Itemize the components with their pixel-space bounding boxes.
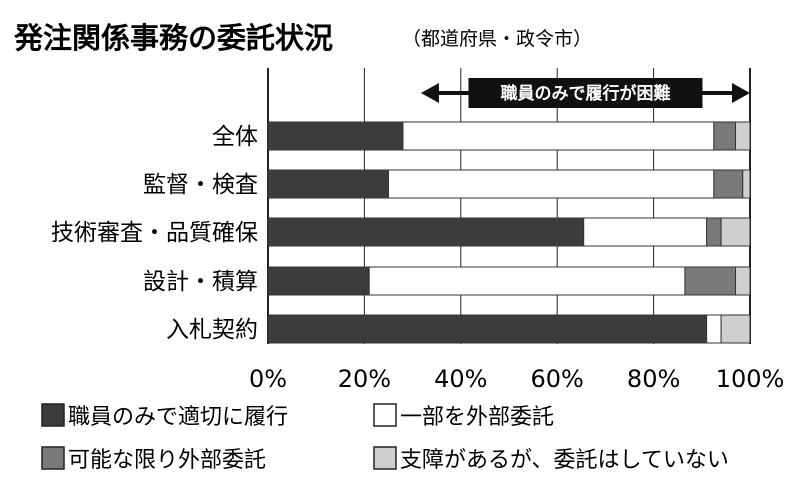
arrow-left-head [420,83,439,103]
x-tick-label: 80% [627,365,680,393]
bar-segment [267,217,585,247]
legend-label: 支障があるが、委託はしていない [400,448,729,473]
x-tick-label: 60% [531,365,584,393]
category-label: 監督・検査 [143,172,258,198]
legend-label: 可能な限り外部委託 [68,448,266,473]
category-label: 技術審査・品質確保 [51,220,258,246]
chart-subtitle: （都道府県・政令市） [402,28,592,50]
bar-segment [735,266,751,296]
x-tick-label: 100% [716,365,785,393]
bar-segment [267,121,404,151]
category-label: 設計・積算 [143,269,258,295]
annotation-arrow: 職員のみで履行が困難 [420,78,750,108]
gridlines [267,68,751,344]
bar-segment [267,314,708,344]
legend-label: 職員のみで適切に履行 [68,405,288,430]
legend-swatch [373,446,397,470]
bars [267,121,751,344]
bar-segment [684,266,737,296]
x-tick-label: 0% [249,365,287,393]
bar-segment [720,314,751,344]
arrow-right-head [732,83,750,103]
bar-segment [720,217,751,247]
legend-swatch [41,446,65,470]
bar-segment [583,217,708,247]
bar-segment [267,266,370,296]
annotation-label: 職員のみで履行が困難 [500,83,670,104]
x-tick-label: 20% [338,365,391,393]
legend-swatch [373,403,397,427]
bar-segment [706,217,722,247]
annotation-box [468,78,703,108]
bar-segment [735,121,751,151]
x-tick-labels: 0% 20% 40% 60% 80% 100% [249,365,784,393]
chart-title: 発注関係事務の委託状況 [13,21,333,55]
bar-segment [267,169,389,199]
bar-segment [706,314,722,344]
bar-segment [713,121,737,151]
bar-segment [368,266,686,296]
bar-segment [402,121,715,151]
x-tick-label: 40% [434,365,487,393]
bar-segment [742,169,751,199]
category-label: 全体 [212,124,258,150]
bar-segment [713,169,744,199]
category-label: 入札契約 [166,317,258,343]
bar-segment [388,169,715,199]
legend-swatch [41,403,65,427]
legend-label: 一部を外部委託 [400,405,554,430]
